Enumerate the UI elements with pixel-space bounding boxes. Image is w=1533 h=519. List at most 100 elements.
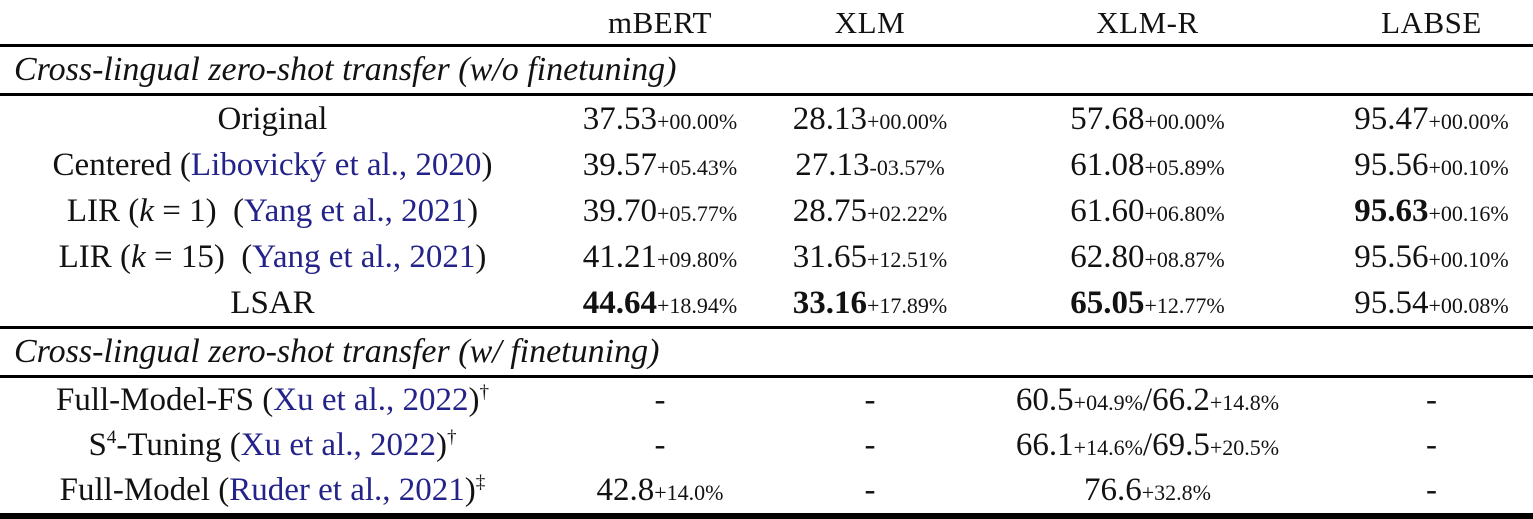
row-label: LSAR	[0, 284, 545, 321]
value-cell: -	[1330, 384, 1533, 417]
empty-value-dash: -	[864, 472, 876, 508]
value-cell: 95.47+00.00%	[1330, 100, 1533, 137]
table-row: LIR (k = 1) (Yang et al., 2021) 39.70+05.…	[0, 188, 1533, 234]
delta-percent: +12.77%	[1144, 292, 1225, 318]
label-text: Full-Model (	[59, 472, 230, 508]
value-cell: 61.60+06.80%	[965, 194, 1330, 228]
empty-value-dash: -	[864, 427, 876, 463]
value-cell: 31.65+12.51%	[775, 238, 965, 275]
empty-value-dash: -	[864, 382, 876, 418]
metric-value: 95.54	[1354, 284, 1429, 321]
delta-percent: +00.00%	[1428, 108, 1509, 134]
value-cell: 95.63+00.16%	[1330, 192, 1533, 229]
value-cell: 37.53+00.00%	[545, 102, 775, 136]
value-cell: 95.54+00.08%	[1330, 284, 1533, 321]
value-cell: 66.1+14.6%/69.5+20.5%	[965, 429, 1330, 462]
label-text: )	[468, 382, 480, 418]
label-text: LSAR	[230, 284, 315, 321]
empty-value-dash: -	[1426, 427, 1437, 463]
citation-link[interactable]: Xu et al., 2022	[273, 382, 469, 418]
citation-link[interactable]: Yang et al., 2021	[244, 192, 468, 229]
delta-percent: +00.00%	[657, 108, 738, 134]
value-cell: 61.08+05.89%	[965, 148, 1330, 182]
empty-value-dash: -	[654, 427, 666, 463]
row-label: Full-Model-FS (Xu et al., 2022)†	[0, 382, 545, 418]
delta-percent: +00.00%	[1144, 108, 1225, 134]
metric-value: 66.2	[1152, 382, 1210, 418]
delta-percent: +00.10%	[1428, 246, 1509, 272]
metric-value: 39.70	[582, 192, 657, 229]
metric-value: 31.65	[792, 238, 867, 275]
delta-percent: +18.94%	[657, 292, 738, 318]
empty-value-dash: -	[654, 382, 666, 418]
value-cell: -	[545, 429, 775, 462]
metric-value: 27.13	[795, 146, 870, 183]
value-cell: -	[1330, 429, 1533, 462]
superscript-mark: ‡	[475, 472, 486, 493]
empty-value-dash: -	[1426, 382, 1437, 418]
empty-value-dash: -	[1426, 472, 1437, 508]
delta-percent: +00.00%	[867, 108, 948, 134]
metric-value: 41.21	[582, 238, 657, 275]
column-header-xlm: XLM	[834, 4, 906, 40]
superscript-mark: †	[479, 382, 490, 403]
delta-percent: +00.08%	[1428, 292, 1509, 318]
slash-separator: /	[1142, 427, 1153, 463]
math-var: k	[139, 192, 154, 229]
horizontal-rule	[0, 93, 1533, 96]
delta-percent: +08.87%	[1144, 246, 1225, 272]
column-header-mbert: mBERT	[608, 4, 712, 40]
row-label: Original	[0, 102, 545, 136]
row-label: S4-Tuning (Xu et al., 2022)†	[0, 427, 545, 463]
metric-value: 39.57	[582, 146, 657, 183]
delta-percent: +05.43%	[657, 154, 738, 180]
citation-link[interactable]: Xu et al., 2022	[240, 427, 436, 463]
delta-percent: +04.9%	[1073, 390, 1143, 415]
citation-link[interactable]: Libovický et al., 2020	[190, 146, 482, 183]
label-text: = 15) (	[145, 238, 253, 275]
label-text: LIR (	[58, 238, 132, 275]
value-cell: -	[545, 384, 775, 417]
delta-percent: +32.8%	[1141, 480, 1211, 505]
column-header-row: mBERT XLM XLM-R LABSE	[0, 0, 1533, 44]
value-cell: 41.21+09.80%	[545, 238, 775, 275]
horizontal-rule	[0, 44, 1533, 47]
label-text: )	[435, 427, 447, 463]
value-cell: -	[1330, 474, 1533, 507]
value-cell: -	[775, 384, 965, 417]
section-title: Cross-lingual zero-shot transfer (w/ fin…	[14, 333, 660, 370]
value-cell: 76.6+32.8%	[965, 474, 1330, 507]
metric-value: 95.63	[1354, 192, 1429, 229]
value-cell: 60.5+04.9%/66.2+14.8%	[965, 384, 1330, 417]
table-row: S4-Tuning (Xu et al., 2022)† - - 66.1+14.6%…	[0, 423, 1533, 468]
delta-percent: +17.89%	[867, 292, 948, 318]
value-cell: 39.70+05.77%	[545, 192, 775, 229]
label-text: )	[467, 192, 479, 229]
delta-percent: +06.80%	[1144, 200, 1225, 226]
superscript-mark: †	[446, 427, 457, 448]
value-cell: 42.8+14.0%	[545, 474, 775, 507]
metric-value: 76.6	[1084, 472, 1142, 508]
row-label: LIR (k = 15) (Yang et al., 2021)	[0, 238, 545, 275]
metric-value: 95.47	[1354, 100, 1429, 137]
table-row: Centered (Libovický et al., 2020) 39.57+0…	[0, 142, 1533, 188]
label-text: )	[475, 238, 487, 275]
label-text: S	[88, 427, 107, 463]
row-label: LIR (k = 1) (Yang et al., 2021)	[0, 192, 545, 229]
bottom-rule	[0, 513, 1533, 519]
citation-link[interactable]: Ruder et al., 2021	[229, 472, 465, 508]
value-cell: 33.16+17.89%	[775, 286, 965, 320]
table-row: Full-Model (Ruder et al., 2021)‡ 42.8+14.…	[0, 468, 1533, 513]
metric-value: 60.5	[1015, 382, 1074, 418]
metric-value: 65.05	[1070, 284, 1145, 321]
delta-percent: +05.89%	[1144, 154, 1225, 180]
metric-value: 42.8	[596, 472, 655, 508]
column-header-xlm-r: XLM-R	[1096, 4, 1199, 40]
slash-separator: /	[1142, 382, 1153, 418]
value-cell: 27.13-03.57%	[775, 146, 965, 183]
metric-value: 28.75	[792, 192, 867, 229]
delta-percent: +02.22%	[867, 200, 948, 226]
value-cell: 28.75+02.22%	[775, 192, 965, 229]
citation-link[interactable]: Yang et al., 2021	[252, 238, 476, 275]
